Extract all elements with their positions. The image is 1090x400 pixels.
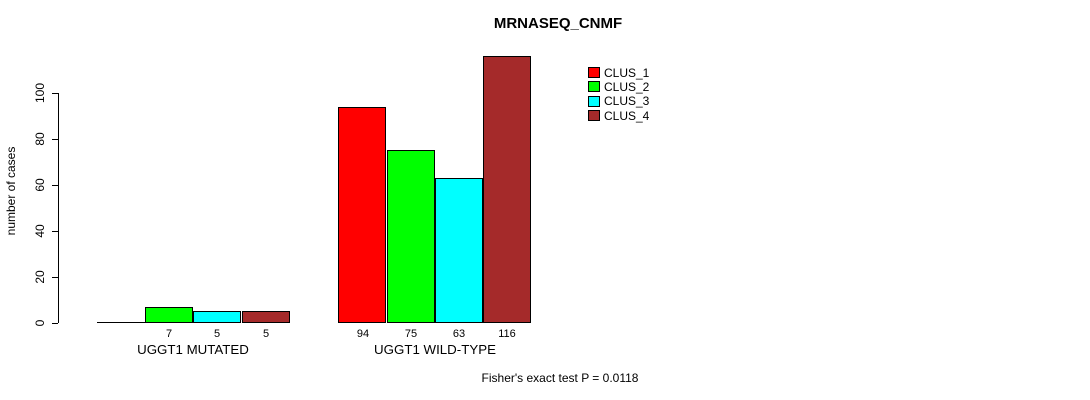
bar-clus-1-uggt1-mutated [97,322,145,323]
bar-clus-4-uggt1-mutated [242,311,290,323]
y-tick-label: 60 [33,178,47,192]
legend-swatch-clus_2 [588,81,600,92]
y-axis-label: number of cases [4,146,18,236]
y-tick [52,231,58,232]
bar-value-label: 116 [498,328,516,340]
bar-clus-2-uggt1-wild-type [387,150,435,323]
bar-value-label: 94 [356,328,370,340]
y-tick-label: 100 [33,82,47,104]
chart-title: MRNASEQ_CNMF [493,15,623,32]
y-axis-line [58,93,59,323]
bar-value-label: 75 [404,328,418,340]
bar-clus-2-uggt1-mutated [145,307,193,323]
y-tick [52,323,58,324]
y-tick-label: 20 [33,270,47,284]
group-label-uggt1-mutated: UGGT1 MUTATED [137,342,249,357]
legend-label-clus_2: CLUS_2 [604,80,650,94]
bar-clus-1-uggt1-wild-type [338,107,386,323]
y-tick [52,139,58,140]
legend-label-clus_3: CLUS_3 [604,94,650,108]
legend-label-clus_4: CLUS_4 [604,109,650,123]
y-tick [52,277,58,278]
y-tick-label: 0 [33,319,47,327]
y-tick [52,93,58,94]
legend-swatch-clus_3 [588,96,600,107]
bar-clus-3-uggt1-wild-type [435,178,483,323]
bar-value-label: 5 [262,328,270,340]
legend-label-clus_1: CLUS_1 [604,66,650,80]
group-label-uggt1-wild-type: UGGT1 WILD-TYPE [374,342,496,357]
bar-value-label: 63 [452,328,466,340]
legend-swatch-clus_4 [588,110,600,121]
bar-clus-4-uggt1-wild-type [483,56,531,323]
y-tick-label: 40 [33,224,47,238]
legend-swatch-clus_1 [588,67,600,78]
bar-clus-3-uggt1-mutated [193,311,241,323]
bar-value-label: 7 [165,328,173,340]
y-tick-label: 80 [33,132,47,146]
bar-value-label: 5 [213,328,221,340]
y-tick [52,185,58,186]
fisher-test-annotation: Fisher's exact test P = 0.0118 [481,371,639,385]
